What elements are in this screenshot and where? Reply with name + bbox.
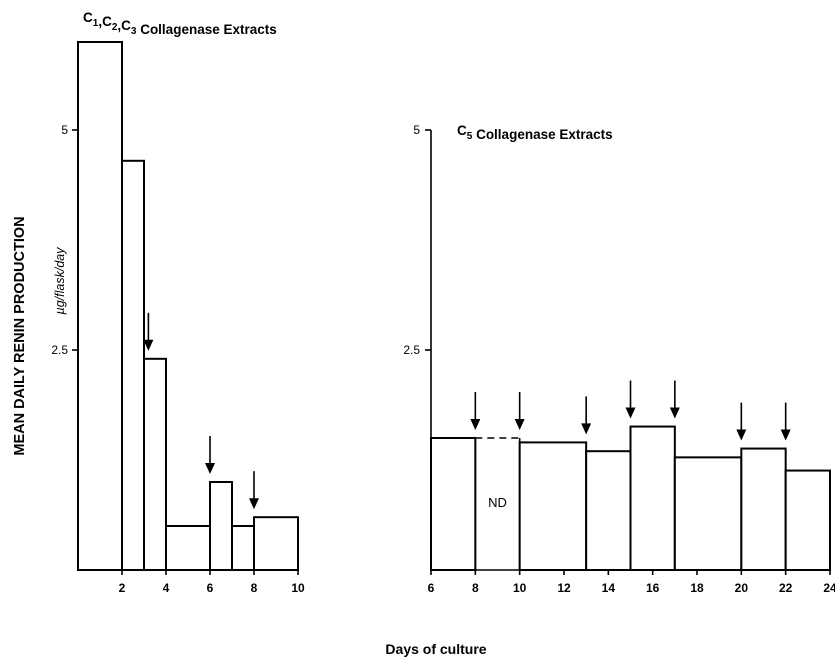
title-part: ,C — [117, 18, 131, 33]
arrow-head — [249, 498, 259, 510]
title-subscript: 1 — [93, 18, 99, 29]
title-part: C — [457, 123, 467, 138]
title-subscript: 5 — [467, 131, 473, 142]
arrow-head — [669, 407, 680, 419]
bar — [740, 447, 787, 571]
arrow-head — [625, 407, 636, 419]
x-tick-label: 16 — [646, 581, 660, 595]
x-tick-label: 2 — [119, 581, 126, 595]
bar — [121, 159, 145, 572]
x-tick-label: 10 — [291, 581, 305, 595]
title-part: Collagenase Extracts — [136, 22, 276, 37]
x-tick-label: 6 — [207, 581, 214, 595]
x-tick-label: 22 — [779, 581, 793, 595]
bar — [673, 456, 743, 571]
panel-title: C1,C2,C3 Collagenase Extracts — [83, 10, 277, 37]
panel-title: C5 Collagenase Extracts — [457, 123, 613, 142]
arrow-head — [470, 419, 481, 430]
arrow-head — [780, 429, 791, 441]
title-subscript: 3 — [131, 26, 137, 37]
bar — [518, 441, 588, 571]
arrow-head — [143, 339, 154, 351]
title-part: C — [83, 10, 93, 25]
x-tick-label: 10 — [513, 581, 527, 595]
y-tick-label: 2.5 — [51, 343, 68, 357]
arrow-head — [736, 429, 747, 441]
bar — [253, 516, 299, 572]
bar — [784, 469, 832, 571]
x-tick-label: 8 — [251, 581, 258, 595]
bar — [231, 525, 255, 571]
arrow-head — [205, 463, 215, 474]
bar — [629, 425, 676, 571]
bar — [430, 437, 477, 571]
x-tick-label: 24 — [823, 581, 835, 595]
y-tick-label: 2.5 — [403, 343, 420, 357]
bar — [585, 450, 632, 572]
x-tick-label: 12 — [557, 581, 571, 595]
arrow-head — [581, 423, 592, 435]
bar — [77, 41, 123, 571]
x-tick-label: 14 — [602, 581, 616, 595]
x-tick-label: 8 — [472, 581, 479, 595]
x-tick-label: 6 — [428, 581, 435, 595]
x-tick-label: 4 — [163, 581, 170, 595]
arrow-head — [514, 419, 525, 430]
bar-note-label: ND — [488, 495, 507, 510]
y-axis-unit: µg/flask/day — [53, 247, 67, 315]
y-tick-label: 5 — [413, 123, 420, 137]
y-axis-label: MEAN DAILY RENIN PRODUCTION — [12, 216, 28, 455]
title-part: ,C — [98, 14, 112, 29]
x-axis-label: Days of culture — [385, 641, 486, 657]
x-tick-label: 20 — [735, 581, 749, 595]
bar — [165, 525, 211, 571]
x-tick-label: 18 — [690, 581, 704, 595]
bar — [209, 481, 233, 571]
title-subscript: 2 — [112, 22, 118, 33]
bar — [143, 357, 167, 571]
y-tick-label: 5 — [61, 123, 68, 137]
title-part: Collagenase Extracts — [472, 127, 612, 142]
